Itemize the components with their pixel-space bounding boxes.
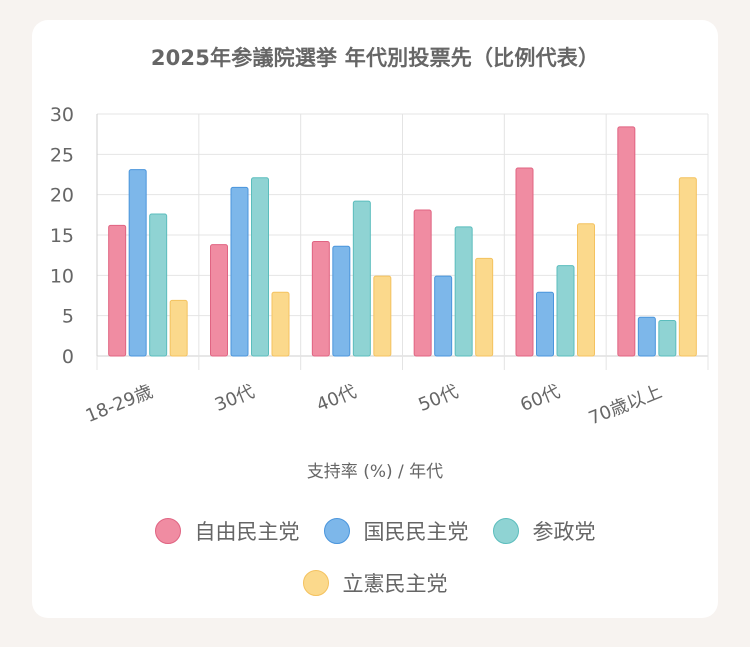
legend-label: 自由民主党 <box>194 520 300 544</box>
bar-chart: 0 5 10 15 20 25 30 18-29歳 30代 40代 50代 60代 70歳以上 <box>50 104 709 429</box>
bar <box>352 200 371 357</box>
legend-row: 立憲民主党 <box>32 557 718 609</box>
bar <box>475 257 494 357</box>
legend-row: 自由民主党 国民民主党 参政党 <box>32 505 718 557</box>
bar <box>108 224 127 357</box>
bar <box>434 275 453 357</box>
bar <box>311 240 330 357</box>
y-tick-label: 20 <box>50 185 74 207</box>
x-tick-label: 40代 <box>314 381 360 416</box>
bar <box>230 186 249 357</box>
legend-item[interactable]: 参政党 <box>492 516 596 546</box>
bar <box>149 213 168 357</box>
y-tick-label: 10 <box>50 265 74 287</box>
bar <box>373 275 392 357</box>
bar <box>454 226 473 357</box>
y-tick-label: 5 <box>62 306 74 328</box>
bar <box>658 320 677 357</box>
legend-item[interactable]: 自由民主党 <box>154 516 300 546</box>
y-tick-label: 30 <box>50 104 74 126</box>
bar <box>251 177 269 357</box>
bar <box>556 265 575 357</box>
x-tick-label: 30代 <box>212 381 258 416</box>
legend: 自由民主党 国民民主党 参政党立憲民主党 <box>32 505 718 609</box>
legend-label: 立憲民主党 <box>342 572 448 596</box>
bar <box>128 169 147 357</box>
chart-card: 2025年参議院選挙 年代別投票先（比例代表） 0 5 10 15 20 25 30 18-2… <box>32 20 718 618</box>
y-tick-label: 15 <box>50 225 74 247</box>
bar <box>413 209 432 357</box>
x-tick-label: 50代 <box>415 381 461 416</box>
y-tick-label: 0 <box>62 346 74 368</box>
bar <box>637 316 656 357</box>
x-tick-label: 18-29歳 <box>83 381 156 427</box>
x-axis-label: 支持率 (%) / 年代 <box>306 462 444 482</box>
bar <box>332 245 351 357</box>
bar <box>271 291 290 357</box>
x-tick-label: 70歳以上 <box>586 381 665 429</box>
legend-swatch <box>323 518 350 544</box>
x-tick-label: 60代 <box>517 381 563 416</box>
legend-label: 参政党 <box>532 520 596 544</box>
bar <box>515 167 534 357</box>
bar <box>617 126 636 357</box>
bar <box>210 244 228 357</box>
y-tick-label: 25 <box>50 144 74 166</box>
bar <box>678 177 697 357</box>
legend-item[interactable]: 国民民主党 <box>323 516 469 546</box>
legend-swatch <box>302 570 329 596</box>
bar <box>536 291 554 357</box>
legend-item[interactable]: 立憲民主党 <box>302 568 448 598</box>
legend-swatch <box>492 518 519 544</box>
legend-label: 国民民主党 <box>363 520 469 544</box>
chart-title: 2025年参議院選挙 年代別投票先（比例代表） <box>150 46 600 70</box>
legend-swatch <box>154 518 181 544</box>
bar <box>169 299 188 357</box>
bar <box>577 223 595 357</box>
